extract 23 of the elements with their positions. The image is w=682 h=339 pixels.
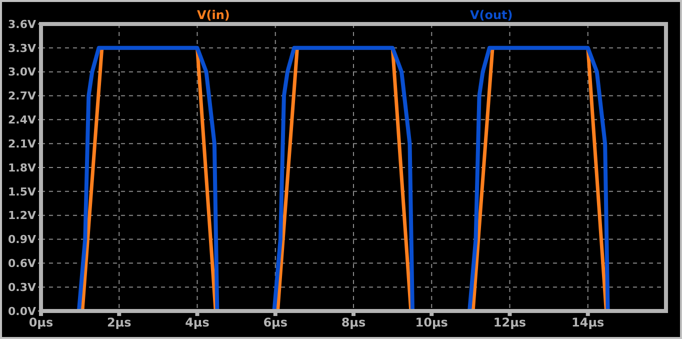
y-tick-label: 2.7V: [8, 90, 36, 103]
x-tick-label: 6µs: [263, 316, 288, 330]
y-tick-label: 0.9V: [8, 233, 36, 246]
y-tick-label: 0.0V: [8, 304, 36, 318]
y-tick-label: 0.3V: [8, 280, 36, 294]
text: V(in): [197, 8, 230, 22]
y-tick-label: 2.1V: [8, 137, 36, 150]
x-tick-label: 14µs: [572, 316, 604, 330]
y-tick-label: 3.6V: [8, 18, 36, 31]
x-tick-label: 0µs: [28, 316, 54, 330]
y-tick-label: 1.5V: [8, 185, 36, 198]
x-tick-label: 4µs: [185, 316, 210, 330]
y-tick-label: 3.3V: [8, 42, 36, 55]
text: V(out): [470, 8, 513, 22]
x-tick-label: 12µs: [493, 316, 526, 330]
y-tick-label: 1.8V: [8, 161, 36, 174]
y-tick-label: 2.4V: [8, 114, 36, 127]
y-tick-label: 3.0V: [8, 66, 36, 79]
x-tick-label: 8µs: [341, 316, 366, 330]
y-tick-label: 0.6V: [8, 257, 36, 270]
x-tick-label: 10µs: [415, 316, 448, 330]
y-tick-label: 1.2V: [8, 209, 36, 222]
x-tick-label: 2µs: [106, 316, 132, 330]
